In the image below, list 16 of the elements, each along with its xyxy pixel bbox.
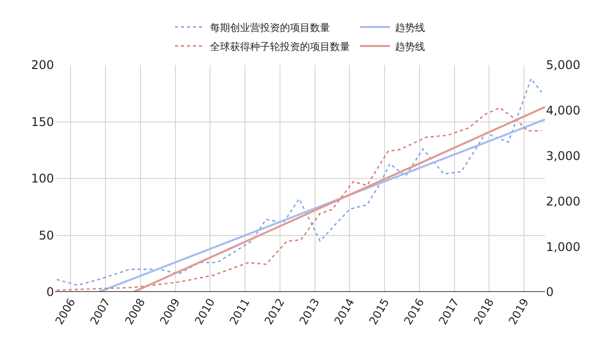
y-tick-label: 0	[46, 285, 54, 300]
line-series	[56, 78, 542, 286]
legend-label: 全球获得种子轮投资的项目数量	[210, 40, 350, 53]
y-tick-label: 200	[31, 58, 54, 72]
y-tick-label: 50	[38, 228, 54, 242]
y2-tick-label: 1,000	[546, 240, 580, 254]
y2-tick-label: 3,000	[546, 149, 580, 163]
y2-tick-label: 2,000	[546, 194, 580, 208]
legend-label: 趋势线	[395, 22, 425, 34]
y2-tick-label: 5,000	[546, 58, 580, 72]
y2-tick-label: 0	[546, 285, 554, 300]
legend-label: 每期创业营投资的项目数量	[210, 22, 330, 34]
legend-label: 趋势线	[395, 40, 425, 53]
y-tick-label: 100	[31, 172, 54, 186]
y2-tick-label: 4,000	[546, 104, 580, 118]
y-tick-label: 150	[31, 114, 54, 129]
